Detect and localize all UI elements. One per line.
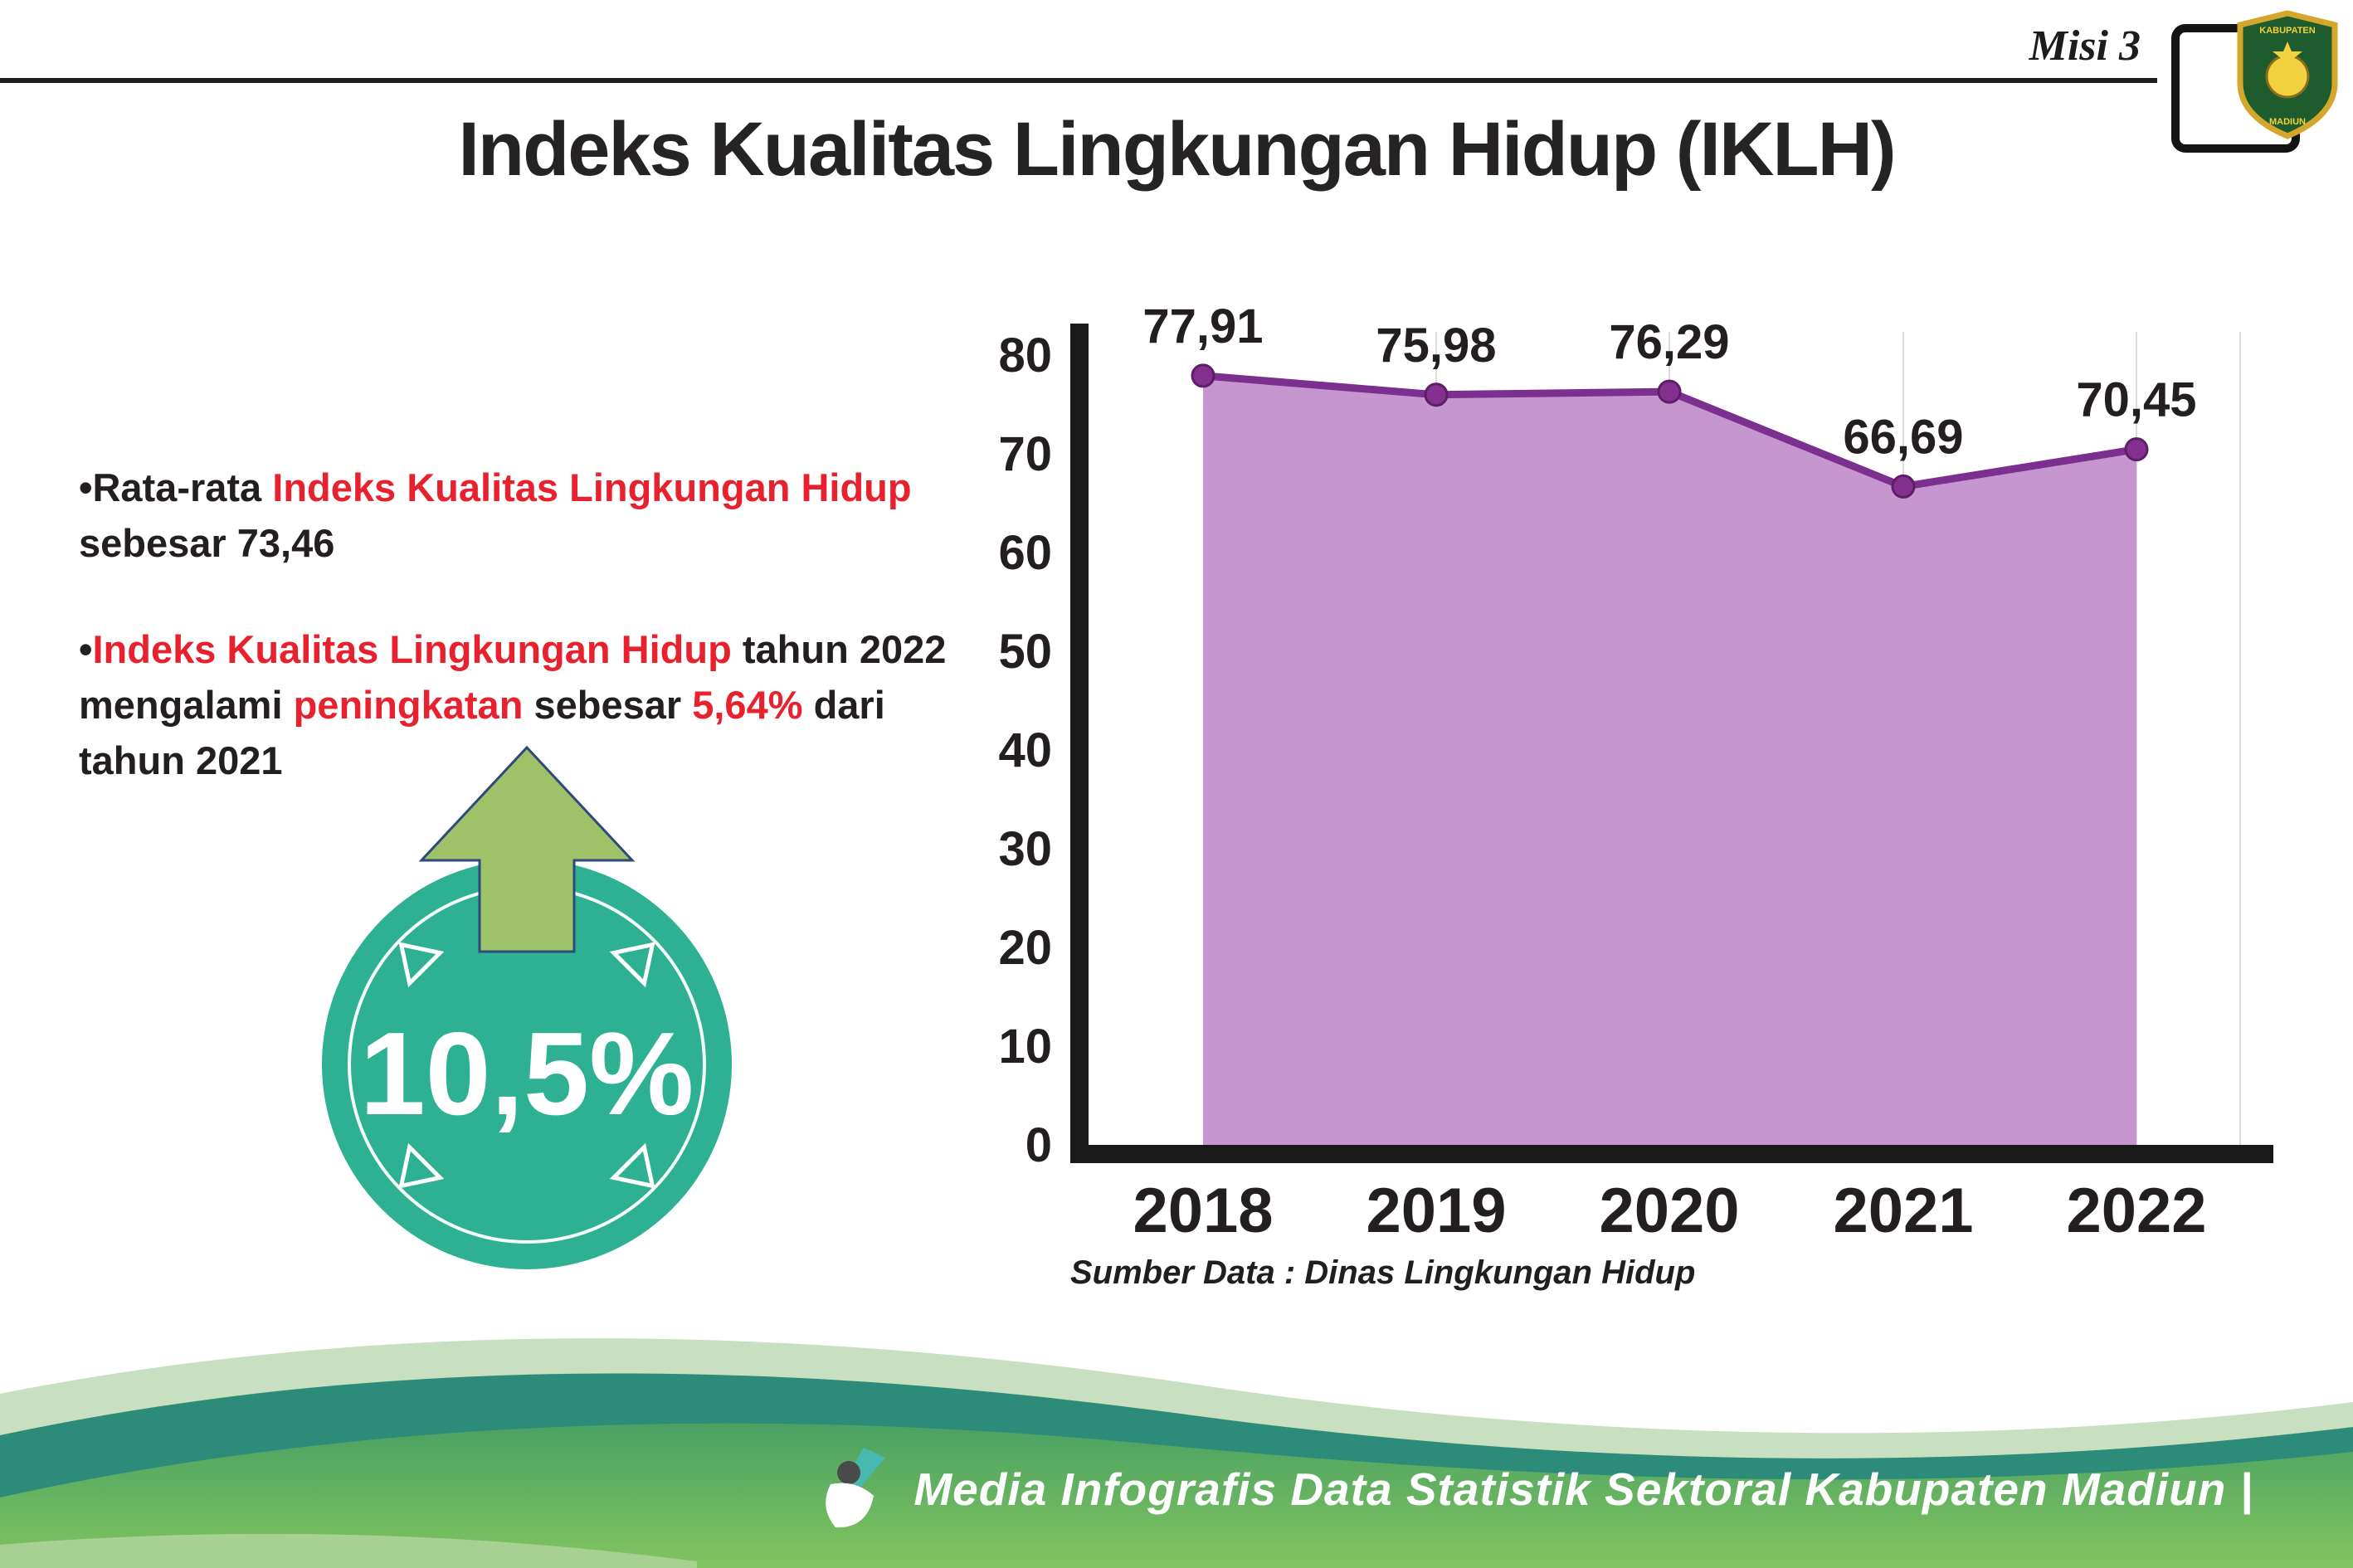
data-label: 76,29 <box>1609 315 1729 369</box>
y-tick-label: 30 <box>998 822 1052 876</box>
y-tick-label: 50 <box>998 625 1052 679</box>
notes-panel: •Rata-rata Indeks Kualitas Lingkungan Hi… <box>79 460 991 840</box>
footer-logo-icon <box>826 1448 886 1528</box>
decorative-triangle <box>609 1142 655 1189</box>
bullet-note-2: •Indeks Kualitas Lingkungan Hidup tahun … <box>79 622 991 788</box>
y-tick-label: 80 <box>998 329 1052 382</box>
figure-head <box>837 1461 861 1484</box>
shield-center <box>2265 54 2310 99</box>
wave-mint-sliver <box>0 1533 697 1568</box>
decorative-triangle <box>609 942 655 988</box>
data-label: 77,91 <box>1142 299 1263 353</box>
star-icon <box>2273 41 2302 68</box>
data-label: 70,45 <box>2076 373 2196 427</box>
text-segment: Indeks Kualitas Lingkungan Hidup <box>92 627 732 672</box>
text-segment: sebesar <box>523 683 693 728</box>
x-axis <box>1070 1145 2273 1163</box>
x-tick-label: 2018 <box>1133 1176 1273 1246</box>
y-tick-label: 10 <box>998 1020 1052 1074</box>
source-note: Sumber Data : Dinas Lingkungan Hidup <box>1070 1254 1696 1291</box>
data-point <box>1657 379 1682 404</box>
header-divider <box>0 78 2157 83</box>
text-segment: •Rata-rata <box>79 465 273 509</box>
y-tick-label: 70 <box>998 427 1052 481</box>
data-point <box>1424 382 1449 407</box>
page-title: Indeks Kualitas Lingkungan Hidup (IKLH) <box>458 107 1896 192</box>
decorative-triangles <box>398 942 655 1189</box>
area-fill <box>1203 375 2136 1145</box>
wave-green <box>0 1423 2353 1568</box>
text-segment: tahun 2022 <box>731 627 947 672</box>
x-tick-label: 2019 <box>1366 1176 1506 1246</box>
y-axis <box>1070 324 1089 1163</box>
x-tick-label: 2022 <box>2066 1176 2206 1246</box>
decorative-triangle <box>398 1142 445 1189</box>
data-label: 66,69 <box>1843 410 1963 464</box>
logo-frame-icon: KABUPATEN MADIUN <box>2171 10 2338 153</box>
x-tick-label: 2020 <box>1599 1176 1739 1246</box>
text-segment: dari <box>802 683 885 728</box>
increase-badge: 10,5% <box>315 743 747 1290</box>
iklh-area-chart: 77,91 75,98 76,29 66,69 70,45 0 10 20 30 40 50 60 70… <box>946 274 2353 1352</box>
text-segment: sebesar 73,46 <box>79 520 335 565</box>
text-segment: mengalami <box>79 683 294 728</box>
logo-top-text: KABUPATEN <box>2259 26 2315 36</box>
misi-label: Misi 3 <box>2029 22 2141 70</box>
logo-bottom-text: MADIUN <box>2269 117 2306 127</box>
y-tick-label: 20 <box>998 921 1052 975</box>
y-tick-label: 0 <box>1025 1118 1052 1172</box>
shield-icon: KABUPATEN MADIUN <box>2237 10 2338 139</box>
footer-waves <box>0 1269 2353 1568</box>
figure-body <box>826 1483 874 1528</box>
y-tick-label: 60 <box>998 526 1052 580</box>
bullet-note-1: •Rata-rata Indeks Kualitas Lingkungan Hi… <box>79 460 991 571</box>
badge-value: 10,5% <box>360 1008 694 1140</box>
data-point <box>2124 437 2149 462</box>
text-segment: peningkatan <box>293 683 524 728</box>
text-segment: tahun 2021 <box>79 738 283 782</box>
x-tick-label: 2021 <box>1833 1176 1973 1246</box>
badge-circle <box>322 859 732 1269</box>
kabupaten-madiun-logo: KABUPATEN MADIUN <box>2167 10 2341 168</box>
data-label: 75,98 <box>1376 319 1496 373</box>
data-point <box>1191 363 1215 388</box>
y-tick-label: 40 <box>998 723 1052 777</box>
text-segment: Indeks Kualitas Lingkungan Hidup <box>272 465 912 509</box>
footer-bar: Media Infografis Data Statistik Sektoral… <box>0 1448 2353 1531</box>
decorative-triangle <box>398 942 445 988</box>
up-arrow-icon <box>418 745 636 953</box>
data-point <box>1891 474 1916 499</box>
footer-text: Media Infografis Data Statistik Sektoral… <box>913 1463 2253 1515</box>
text-segment: • <box>79 627 93 672</box>
text-segment: 5,64% <box>692 683 803 728</box>
